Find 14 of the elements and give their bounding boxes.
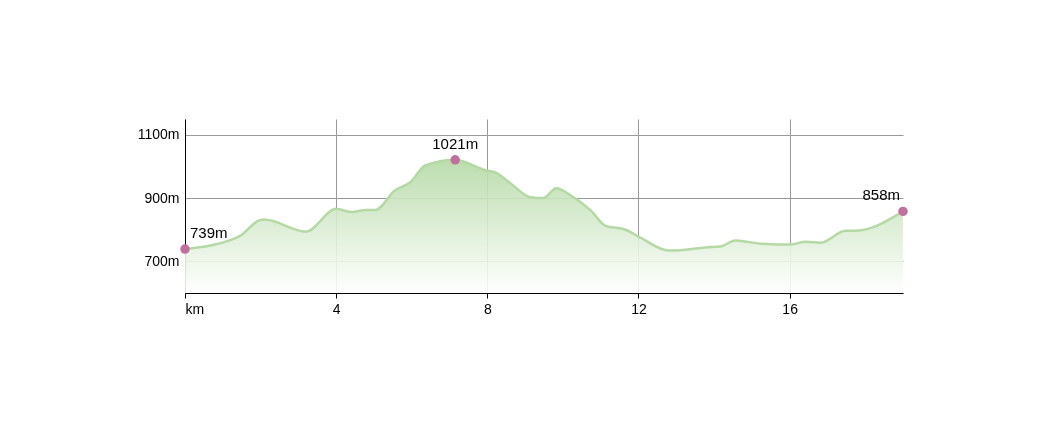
x-tick-label: 16	[782, 300, 799, 317]
data-label: 1021m	[432, 134, 479, 152]
point	[898, 206, 908, 217]
data-label: 739m	[190, 224, 228, 242]
y-tick-label: 1100m	[137, 126, 180, 143]
x-tick-label: 12	[631, 300, 647, 317]
x-tick-label: km	[185, 300, 205, 317]
data-label: 858m	[862, 186, 900, 204]
x-tick-label: 4	[332, 300, 341, 317]
y-tick-label: 700m	[144, 252, 180, 269]
point	[180, 244, 190, 254]
point	[450, 155, 460, 165]
y-tick-label: 900m	[144, 189, 180, 206]
x-tick-label: 8	[483, 300, 492, 317]
